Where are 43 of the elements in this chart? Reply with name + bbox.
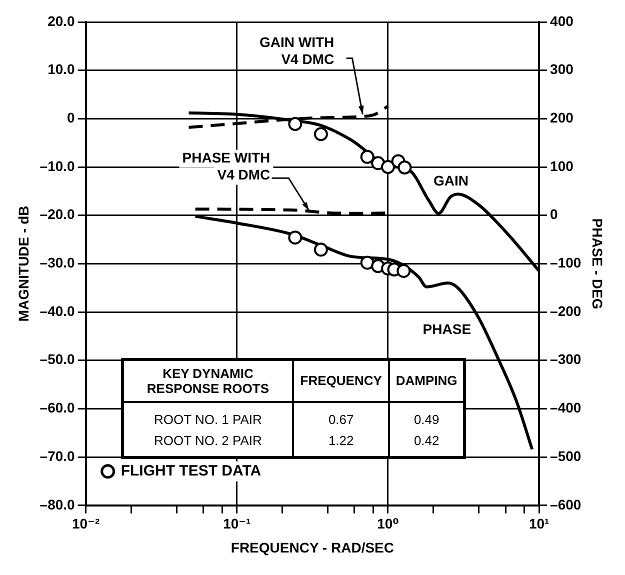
legend-label: FLIGHT TEST DATA bbox=[120, 462, 262, 480]
x-tick-label: 10⁻¹ bbox=[223, 516, 252, 532]
y2-tick-label: 400 bbox=[550, 12, 574, 29]
x-tick-label: 10⁰ bbox=[377, 516, 399, 532]
y2-tick-label: 100 bbox=[550, 158, 574, 174]
y-tick-label: –10.0 bbox=[40, 158, 76, 174]
y-tick-label: –30.0 bbox=[40, 254, 76, 271]
y2-tick-label: –500 bbox=[550, 448, 582, 464]
y-tick-label: 20.0 bbox=[48, 12, 76, 29]
x-axis-title: FREQUENCY - RAD/SEC bbox=[230, 539, 394, 556]
annotation: KEY DYNAMIC RESPONSE ROOTS bbox=[124, 360, 292, 401]
y2-axis-title: PHASE - DEG bbox=[590, 218, 606, 310]
y2-tick-label: –100 bbox=[550, 254, 582, 271]
annotation: FREQUENCY bbox=[294, 360, 388, 401]
annotation: 0.67 bbox=[327, 410, 355, 429]
y-tick-label: –80.0 bbox=[40, 496, 76, 512]
y-tick-label: –20.0 bbox=[40, 206, 76, 222]
annotation: DAMPING bbox=[390, 360, 464, 401]
annotation: 1.22 bbox=[327, 432, 355, 450]
y-tick-label: –70.0 bbox=[40, 448, 76, 464]
text: GAIN WITH V4 DMC bbox=[259, 34, 334, 68]
y2-tick-label: 300 bbox=[550, 61, 574, 78]
annotation: 0.42 bbox=[412, 432, 440, 450]
y2-tick-label: –300 bbox=[550, 351, 582, 368]
y-axis-title: MAGNITUDE - dB bbox=[15, 206, 32, 322]
y-tick-label: –40.0 bbox=[40, 302, 76, 319]
x-tick-label: 10⁻² bbox=[72, 516, 100, 532]
y-tick-label: –50.0 bbox=[40, 351, 76, 368]
y2-tick-label: –200 bbox=[550, 302, 582, 319]
y2-tick-label: –600 bbox=[550, 496, 582, 512]
x-tick-label: 10¹ bbox=[528, 516, 550, 532]
series-label: PHASE WITH V4 DMC bbox=[182, 150, 270, 183]
series-label: PHASE bbox=[422, 320, 472, 337]
y-tick-label: –60.0 bbox=[40, 400, 76, 416]
annotation: ROOT NO. 2 PAIR bbox=[153, 432, 263, 450]
annotation: ROOT NO. 1 PAIR bbox=[153, 410, 263, 429]
y2-tick-label: –400 bbox=[550, 400, 582, 416]
y-tick-label: 10.0 bbox=[48, 61, 76, 78]
y2-tick-label: 200 bbox=[550, 110, 574, 126]
annotation: 0.49 bbox=[412, 410, 440, 429]
series-label: GAIN bbox=[433, 172, 468, 188]
y2-tick-label: 0 bbox=[550, 206, 558, 222]
y-tick-label: 0 bbox=[67, 110, 76, 126]
